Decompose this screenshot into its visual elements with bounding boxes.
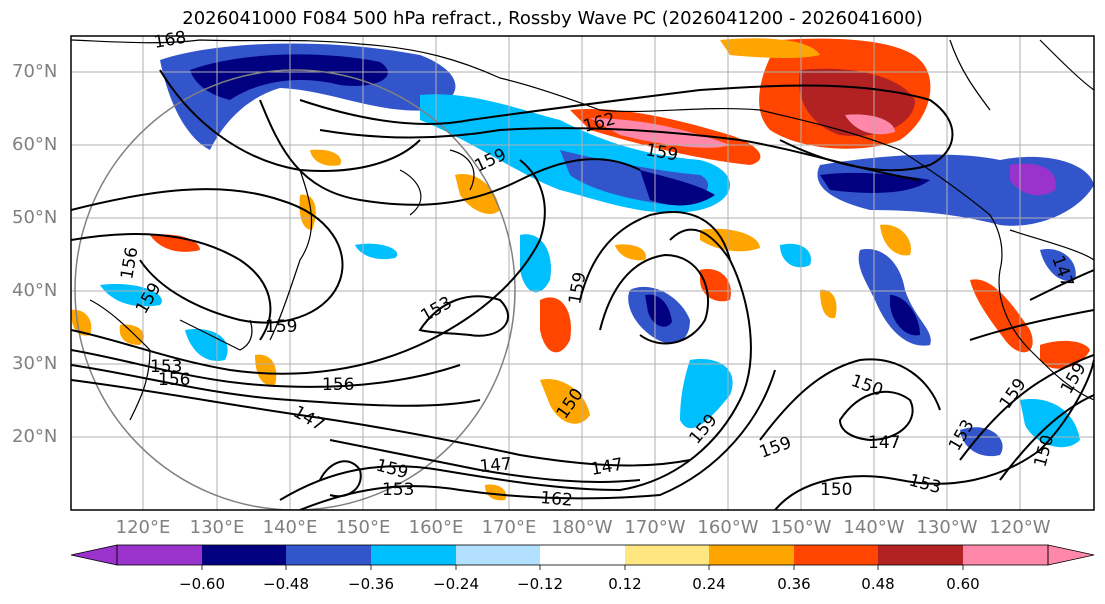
lat-label-70n: 70°N (12, 61, 58, 82)
colorbar-tick-label: 0.36 (777, 575, 811, 593)
colorbar-tick-label: 0.60 (946, 575, 980, 593)
contour-label: 162 (540, 488, 574, 511)
contour-label: 153 (382, 480, 414, 500)
contour-label: 147 (868, 433, 900, 453)
lon-label-150w: 150°W (770, 517, 832, 538)
colorbar-high-extension (1047, 544, 1095, 566)
reference-circle (74, 69, 516, 510)
colorbar-tick-label: −0.36 (348, 575, 394, 593)
lon-label-160w: 160°W (697, 517, 759, 538)
colorbar-tick-label: −0.12 (517, 575, 563, 593)
colorbar-low-extension (70, 544, 118, 566)
map-border (70, 35, 1095, 511)
colorbar-tick-label: 0.48 (861, 575, 895, 593)
lon-label-170w: 170°W (624, 517, 686, 538)
lat-label-50n: 50°N (12, 207, 58, 228)
contour-label: 156 (322, 375, 354, 395)
contour-label: 159 (265, 317, 297, 337)
coastlines (71, 39, 1094, 421)
contour-label: 156 (158, 370, 190, 390)
lon-label-160e: 160°E (408, 517, 464, 538)
colorbar-tick-label: 0.24 (692, 575, 726, 593)
lat-label-40n: 40°N (12, 280, 58, 301)
lon-label-130w: 130°W (916, 517, 978, 538)
colorbar-tick-label: −0.48 (263, 575, 309, 593)
lat-label-30n: 30°N (12, 353, 58, 374)
lat-label-20n: 20°N (12, 426, 58, 447)
height-contours (71, 69, 1094, 510)
map-title: 2026041000 F084 500 hPa refract., Rossby… (182, 8, 923, 29)
lon-label-150e: 150°E (335, 517, 391, 538)
lon-label-180w: 180°W (551, 517, 613, 538)
lon-label-120w: 120°W (989, 517, 1051, 538)
lon-label-140w: 140°W (843, 517, 905, 538)
contour-label: 147 (479, 454, 513, 477)
lon-label-170e: 170°E (481, 517, 537, 538)
contour-label: 150 (820, 480, 852, 500)
contour-label: 153 (150, 357, 182, 377)
lon-label-140e: 140°E (262, 517, 318, 538)
lon-label-120e: 120°E (115, 517, 171, 538)
colorbar-tick-label: −0.60 (179, 575, 225, 593)
colorbar (70, 544, 1095, 570)
colorbar-tick-label: 0.12 (608, 575, 642, 593)
colorbar-tick-label: −0.24 (433, 575, 479, 593)
lat-label-60n: 60°N (12, 134, 58, 155)
lon-label-130e: 130°E (189, 517, 245, 538)
